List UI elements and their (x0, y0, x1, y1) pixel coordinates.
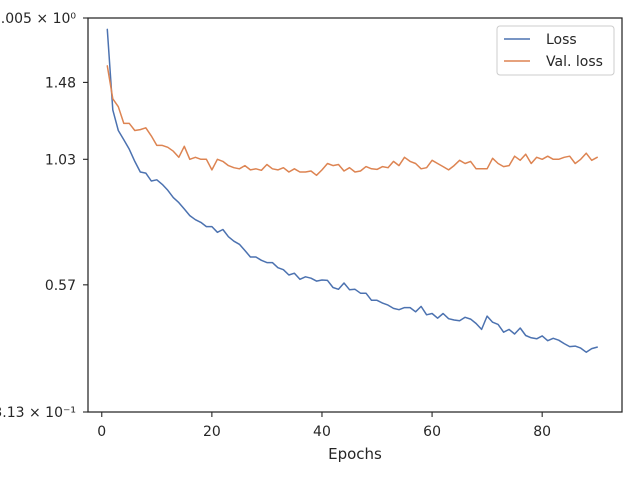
legend-label-loss: Loss (546, 32, 577, 48)
y-tick-label: 3.13 × 10⁻¹ (0, 405, 76, 421)
x-tick-label: 40 (313, 424, 331, 440)
x-tick-label: 0 (97, 424, 106, 440)
series-line-val-loss (106, 65, 598, 177)
y-tick-label: 0.57 (45, 278, 76, 294)
y-tick-label: 1.48 (45, 75, 76, 91)
plot-frame (87, 17, 623, 413)
legend: Loss Val. loss (496, 25, 615, 76)
x-tick-label: 80 (533, 424, 551, 440)
x-axis-title: Epochs (328, 445, 382, 463)
y-tick-label: 2.005 × 10⁰ (0, 11, 76, 27)
x-tick-label: 60 (423, 424, 441, 440)
plot-area (87, 17, 623, 413)
series-layer (106, 28, 598, 353)
y-tick-label: 1.03 (45, 152, 76, 168)
y-axis: 3.13 × 10⁻¹ 0.57 1.03 1.48 2.005 × 10⁰ (0, 11, 88, 421)
x-axis: 0 20 40 60 80 (97, 412, 551, 440)
x-tick-label: 20 (203, 424, 221, 440)
series-line-loss (106, 28, 598, 353)
legend-label-val-loss: Val. loss (546, 54, 603, 70)
